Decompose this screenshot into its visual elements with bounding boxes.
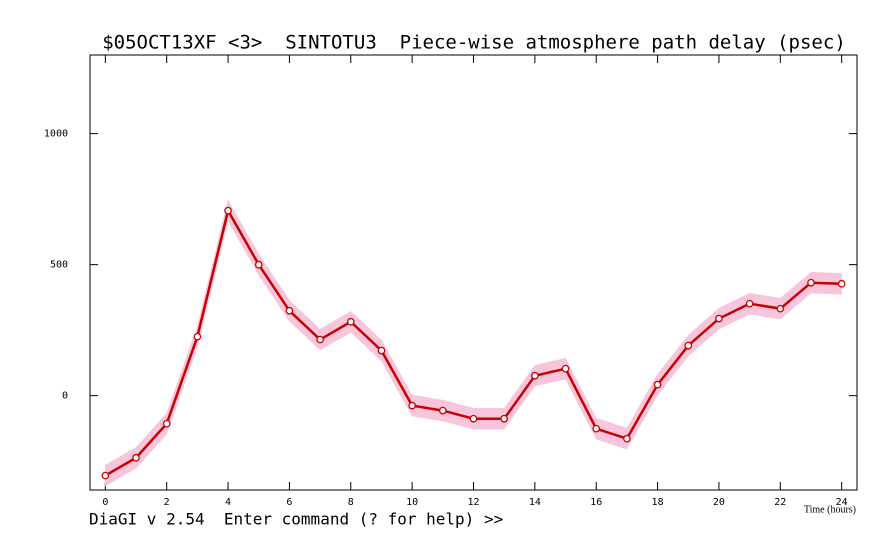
x-tick-label: 0 — [102, 497, 108, 508]
x-tick-label: 2 — [164, 497, 170, 508]
data-point — [285, 306, 294, 315]
data-point — [837, 279, 846, 288]
data-point — [469, 414, 478, 423]
data-point — [531, 371, 539, 380]
data-point — [807, 278, 815, 287]
x-axis-label: Time (hours) — [804, 504, 856, 515]
data-point — [653, 380, 662, 389]
x-tick-label: 16 — [590, 497, 602, 508]
data-point — [561, 364, 570, 373]
data-point — [745, 299, 754, 308]
x-tick-label: 6 — [286, 497, 292, 508]
x-tick-label: 14 — [529, 497, 541, 508]
data-point — [592, 424, 601, 433]
status-line: DiaGI v 2.54 Enter command (? for help) … — [89, 510, 503, 529]
data-point — [224, 206, 232, 215]
x-tick-label: 4 — [225, 497, 231, 508]
data-point — [408, 401, 416, 410]
data-point — [377, 346, 386, 355]
x-tick-label: 20 — [713, 497, 725, 508]
chart-title: $05OCT13XF <3> SINTOTU3 Piece-wise atmos… — [102, 32, 846, 54]
y-tick-label: 0 — [62, 391, 68, 402]
data-point — [132, 453, 140, 462]
x-tick-label: 18 — [652, 497, 664, 508]
data-point — [101, 471, 110, 480]
data-point — [776, 304, 785, 313]
data-point — [193, 332, 202, 341]
data-point — [715, 314, 723, 323]
data-point — [623, 434, 631, 443]
y-tick-label: 1000 — [44, 129, 68, 140]
data-point — [316, 335, 324, 344]
x-tick-label: 24 — [836, 497, 848, 508]
x-tick-label: 22 — [774, 497, 786, 508]
x-tick-label: 8 — [348, 497, 354, 508]
data-point — [500, 414, 509, 423]
data-point — [254, 260, 263, 269]
x-tick-label: 10 — [406, 497, 418, 508]
x-tick-label: 12 — [467, 497, 479, 508]
data-point — [162, 419, 171, 428]
data-point — [684, 341, 693, 350]
data-point — [346, 317, 355, 326]
y-tick-label: 500 — [50, 260, 68, 271]
data-point — [438, 406, 447, 415]
